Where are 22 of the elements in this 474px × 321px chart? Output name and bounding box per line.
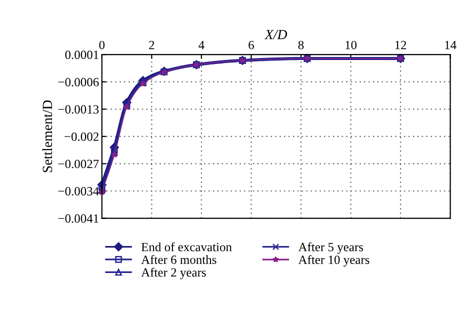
legend-label: After 2 years bbox=[141, 268, 206, 280]
x-tick-label: 10 bbox=[346, 40, 357, 50]
x-axis-title: X/D bbox=[264, 30, 288, 40]
legend-label: After 10 years bbox=[298, 255, 370, 267]
y-tick-label: −0.0027 bbox=[58, 160, 99, 168]
y-tick-label: −0.0013 bbox=[58, 105, 99, 114]
y-tick-label: −0.0041 bbox=[58, 214, 98, 223]
x-tick-label: 14 bbox=[445, 40, 456, 50]
y-tick-label: −0.0034 bbox=[58, 187, 99, 196]
legend-label: End of excavation bbox=[141, 242, 232, 252]
y-tick-label: −0.0006 bbox=[58, 78, 99, 86]
legend-label: After 5 years bbox=[298, 242, 364, 254]
x-tick-label: 4 bbox=[198, 40, 204, 50]
x-tick-label: 2 bbox=[149, 40, 154, 50]
x-tick-label: 12 bbox=[395, 40, 406, 50]
x-tick-label: 8 bbox=[298, 40, 304, 50]
x-tick-label: 0 bbox=[99, 40, 105, 50]
y-tick-label: −0.002 bbox=[64, 132, 98, 141]
y-axis-title: Settlement/D bbox=[42, 100, 52, 172]
legend-label: After 6 months bbox=[141, 255, 216, 264]
x-tick-label: 6 bbox=[248, 40, 254, 50]
y-tick-label: 0.0001 bbox=[65, 50, 98, 60]
